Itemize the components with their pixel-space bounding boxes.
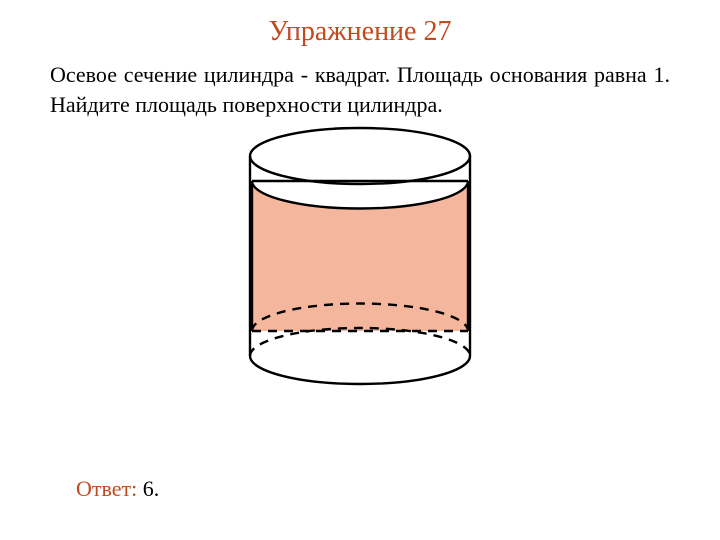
page-title: Упражнение 27 <box>0 0 720 48</box>
cylinder-diagram <box>220 121 500 401</box>
answer-label: Ответ: <box>76 476 137 501</box>
figure-container <box>0 121 720 401</box>
answer-value: 6. <box>137 476 159 501</box>
answer-line: Ответ: 6. <box>76 476 159 502</box>
problem-text: Осевое сечение цилиндра - квадрат. Площа… <box>0 48 720 119</box>
